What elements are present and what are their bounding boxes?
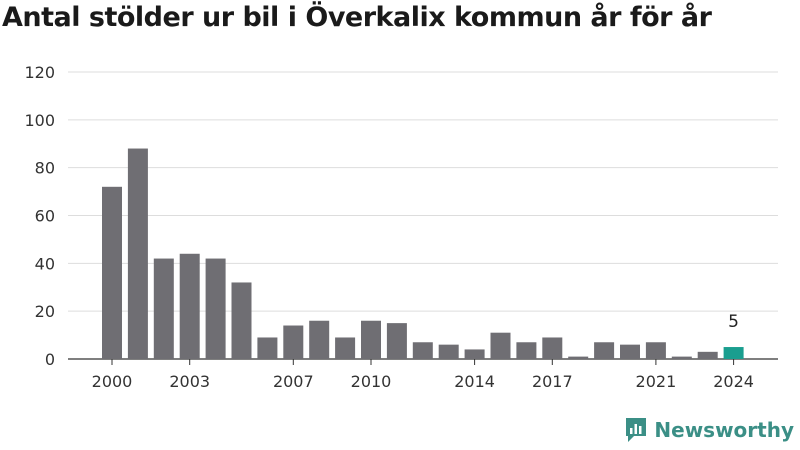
y-tick-label: 20 (35, 302, 55, 321)
y-axis-ticks: 0 20 40 60 80 100 120 (24, 63, 55, 369)
bar-2005 (231, 282, 252, 359)
x-tick-label: 2014 (454, 372, 495, 391)
y-tick-label: 100 (24, 111, 55, 130)
bar-2012 (412, 342, 433, 359)
x-tick-label: 2003 (169, 372, 210, 391)
bar-2021 (645, 342, 666, 359)
x-tick-label: 2000 (92, 372, 133, 391)
bar-2016 (516, 342, 537, 359)
newsworthy-logo: Newsworthy (624, 416, 794, 444)
bar-2010 (361, 320, 381, 359)
bar-2020 (620, 344, 640, 359)
y-tick-label: 40 (35, 254, 55, 273)
bar-2017 (542, 337, 563, 359)
bar-2001 (127, 148, 148, 359)
bar-2015 (490, 332, 511, 359)
y-tick-label: 80 (35, 159, 55, 178)
bar-2003 (179, 253, 200, 359)
bar-2009 (335, 337, 356, 359)
bar-2019 (594, 342, 615, 359)
bar-2013 (438, 344, 459, 359)
x-tick-label: 2010 (351, 372, 392, 391)
bar-2023 (697, 351, 718, 359)
bar-2018 (568, 356, 589, 359)
x-tick-label: 2024 (713, 372, 754, 391)
x-axis-ticks: 2000 2003 2007 2010 2014 2017 2021 2024 (92, 359, 754, 391)
bar-2024 (723, 347, 744, 359)
y-tick-label: 120 (24, 63, 55, 82)
newsworthy-logo-icon (626, 418, 647, 442)
bar-2014 (464, 349, 485, 359)
data-labels: 5 (728, 312, 739, 332)
bar-2008 (309, 320, 330, 359)
bar-2004 (205, 258, 226, 359)
bars (102, 148, 744, 359)
x-tick-label: 2021 (636, 372, 677, 391)
bar-2022 (671, 356, 692, 359)
bar-2000 (102, 186, 122, 359)
y-tick-label: 0 (45, 350, 55, 369)
bar-2007 (283, 325, 304, 359)
bar-2006 (257, 337, 278, 359)
bar-2011 (386, 323, 407, 359)
gridlines (68, 71, 778, 360)
x-tick-label: 2017 (532, 372, 573, 391)
y-tick-label: 60 (35, 207, 55, 226)
data-label-highlight: 5 (728, 312, 739, 332)
bar-2002 (153, 258, 174, 359)
x-tick-label: 2007 (273, 372, 314, 391)
brand-name: Newsworthy (654, 418, 794, 442)
chart-title: Antal stölder ur bil i Överkalix kommun … (2, 2, 712, 33)
